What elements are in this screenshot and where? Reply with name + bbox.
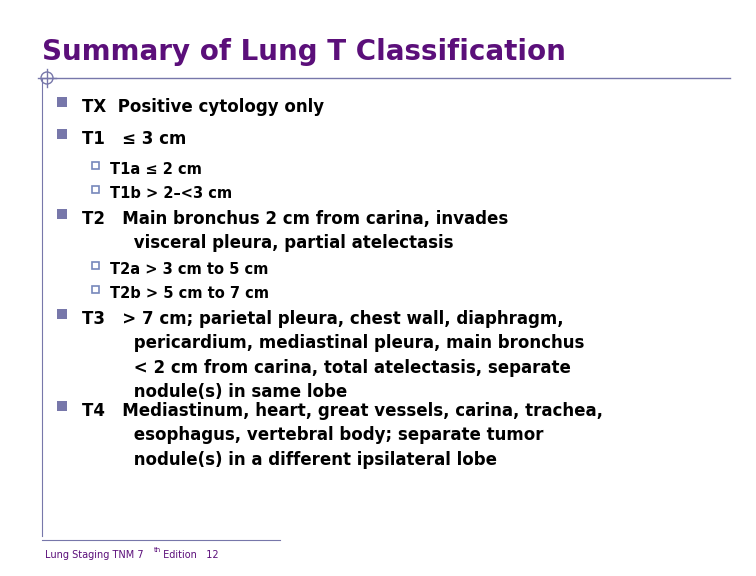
Text: T1a ≤ 2 cm: T1a ≤ 2 cm [110, 162, 202, 177]
Bar [57, 309, 67, 319]
Bar [57, 209, 67, 219]
Bar [57, 97, 67, 107]
Text: th: th [154, 547, 161, 553]
Text: Summary of Lung T Classification: Summary of Lung T Classification [42, 38, 566, 66]
Bar [91, 262, 98, 268]
Bar [91, 185, 98, 192]
Text: Lung Staging TNM 7: Lung Staging TNM 7 [45, 550, 144, 560]
Text: T1b > 2–<3 cm: T1b > 2–<3 cm [110, 186, 232, 201]
Text: T4   Mediastinum, heart, great vessels, carina, trachea,
         esophagus, ver: T4 Mediastinum, heart, great vessels, ca… [82, 402, 603, 469]
Bar [57, 129, 67, 139]
Text: T3   > 7 cm; parietal pleura, chest wall, diaphragm,
         pericardium, media: T3 > 7 cm; parietal pleura, chest wall, … [82, 310, 584, 401]
Text: Edition   12: Edition 12 [160, 550, 218, 560]
Text: T1   ≤ 3 cm: T1 ≤ 3 cm [82, 130, 187, 148]
Text: TX  Positive cytology only: TX Positive cytology only [82, 98, 324, 116]
Text: T2b > 5 cm to 7 cm: T2b > 5 cm to 7 cm [110, 286, 269, 301]
Text: T2a > 3 cm to 5 cm: T2a > 3 cm to 5 cm [110, 262, 268, 277]
Text: T2   Main bronchus 2 cm from carina, invades
         visceral pleura, partial a: T2 Main bronchus 2 cm from carina, invad… [82, 210, 508, 252]
Bar [57, 401, 67, 411]
Bar [91, 286, 98, 293]
Bar [91, 161, 98, 169]
